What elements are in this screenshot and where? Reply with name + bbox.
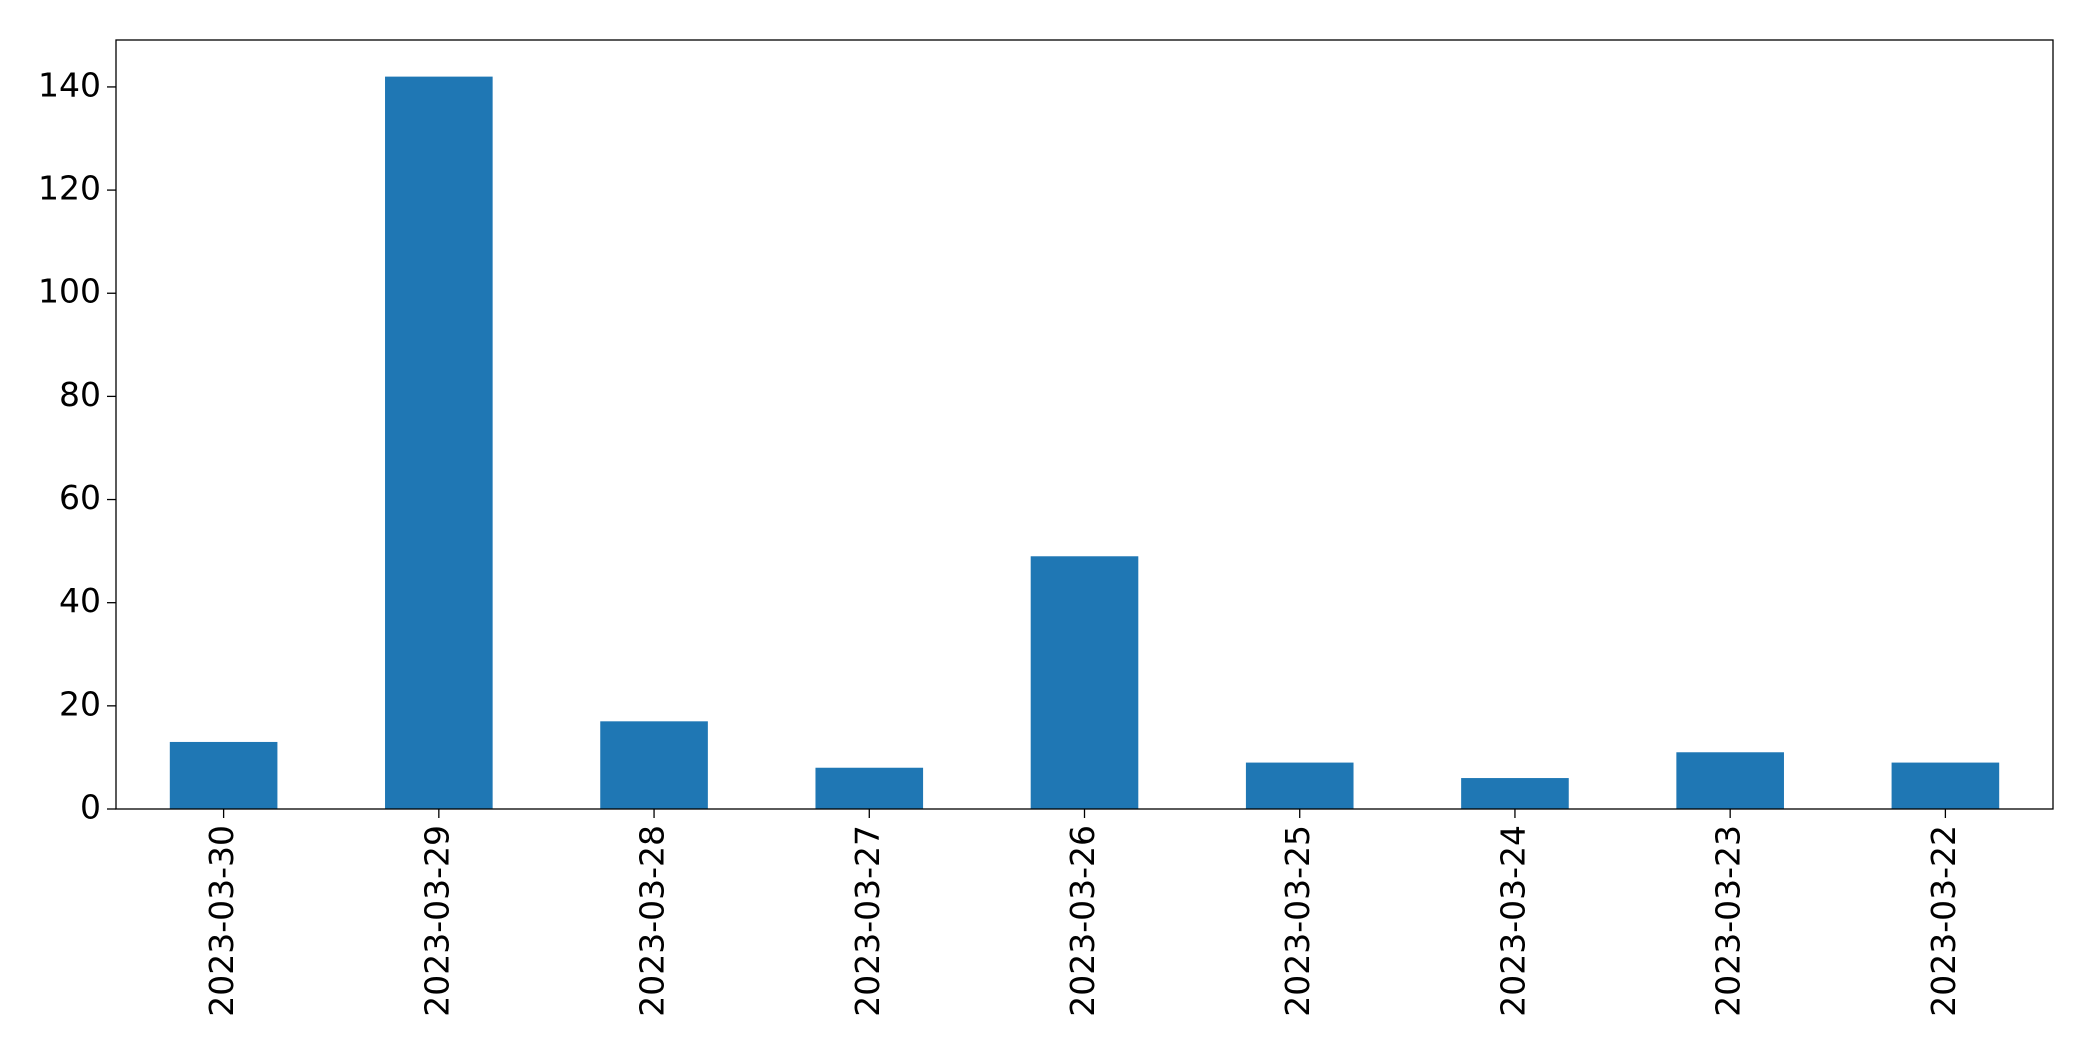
x-tick-label: 2023-03-23 (1709, 825, 1748, 1017)
bar (815, 767, 924, 809)
bar (600, 721, 708, 809)
x-tick-label: 2023-03-22 (1924, 825, 1963, 1017)
x-tick-label: 2023-03-30 (202, 825, 241, 1017)
bar (1891, 762, 2000, 809)
bar (169, 741, 278, 809)
x-tick-label: 2023-03-26 (1063, 825, 1102, 1017)
y-tick-label: 120 (38, 169, 101, 208)
bar (1030, 556, 1139, 809)
y-tick-label: 80 (59, 375, 101, 414)
y-tick-label: 100 (38, 272, 101, 311)
bar (1676, 752, 1784, 809)
plot-frame (115, 39, 2054, 810)
y-tick-label: 60 (59, 478, 101, 517)
y-tick-label: 40 (59, 581, 101, 620)
bar (385, 76, 493, 810)
y-tick-label: 140 (38, 65, 101, 104)
x-tick-label: 2023-03-25 (1278, 825, 1317, 1017)
bar (1245, 762, 1354, 809)
bar (1461, 778, 1569, 809)
x-tick-label: 2023-03-29 (417, 825, 456, 1017)
y-tick-label: 20 (59, 684, 101, 723)
x-tick-label: 2023-03-28 (633, 825, 672, 1017)
x-tick-label: 2023-03-24 (1493, 825, 1532, 1017)
y-tick-label: 0 (80, 788, 101, 827)
x-tick-label: 2023-03-27 (848, 825, 887, 1017)
